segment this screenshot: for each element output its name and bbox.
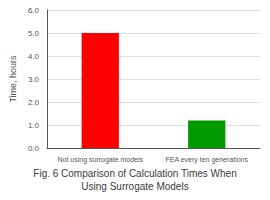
svg-text:5.0: 5.0 bbox=[28, 29, 40, 38]
svg-text:6.0: 6.0 bbox=[28, 6, 40, 15]
svg-text:2.0: 2.0 bbox=[28, 98, 40, 107]
svg-text:Not using surrogate models: Not using surrogate models bbox=[57, 156, 143, 164]
svg-text:4.0: 4.0 bbox=[28, 52, 40, 61]
svg-text:0.0: 0.0 bbox=[28, 144, 40, 153]
svg-text:FEA every ten generations: FEA every ten generations bbox=[166, 156, 249, 164]
svg-text:Fig. 6 Comparison of Calculati: Fig. 6 Comparison of Calculation Times W… bbox=[33, 168, 236, 179]
svg-text:Using Surrogate Models: Using Surrogate Models bbox=[81, 181, 188, 192]
svg-text:3.0: 3.0 bbox=[28, 75, 40, 84]
svg-text:1.0: 1.0 bbox=[28, 121, 40, 130]
svg-text:Time, hours: Time, hours bbox=[8, 55, 18, 103]
